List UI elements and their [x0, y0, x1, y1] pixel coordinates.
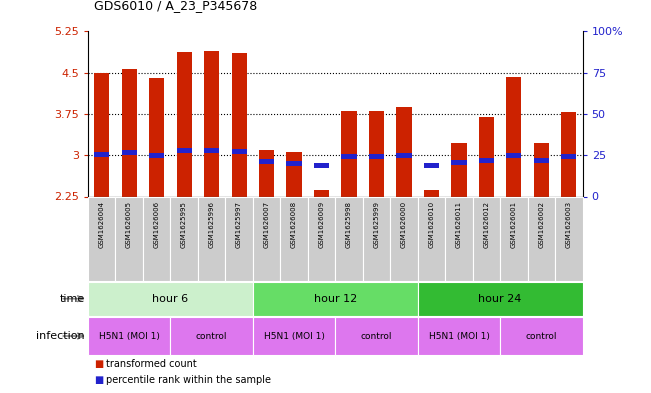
Bar: [94, 73, 109, 196]
Text: H5N1 (MOI 1): H5N1 (MOI 1): [264, 332, 324, 340]
Text: ■: ■: [94, 360, 104, 369]
FancyBboxPatch shape: [253, 196, 281, 281]
FancyBboxPatch shape: [555, 196, 583, 281]
Bar: [94, 152, 109, 156]
Text: GSM1626003: GSM1626003: [566, 201, 572, 248]
Text: GSM1626007: GSM1626007: [264, 201, 270, 248]
FancyBboxPatch shape: [143, 196, 171, 281]
Bar: [341, 154, 357, 159]
FancyBboxPatch shape: [253, 317, 335, 355]
Text: GSM1625997: GSM1625997: [236, 201, 242, 248]
FancyBboxPatch shape: [473, 196, 500, 281]
FancyBboxPatch shape: [418, 317, 500, 355]
FancyBboxPatch shape: [225, 196, 253, 281]
Text: GSM1626011: GSM1626011: [456, 201, 462, 248]
Text: control: control: [196, 332, 227, 340]
Text: GSM1626012: GSM1626012: [484, 201, 490, 248]
Text: GSM1625996: GSM1625996: [208, 201, 215, 248]
Text: percentile rank within the sample: percentile rank within the sample: [106, 375, 271, 385]
Bar: [451, 160, 467, 165]
Bar: [204, 51, 219, 196]
FancyBboxPatch shape: [171, 196, 198, 281]
FancyBboxPatch shape: [445, 196, 473, 281]
Bar: [314, 190, 329, 196]
FancyBboxPatch shape: [171, 317, 253, 355]
Bar: [396, 107, 411, 196]
FancyBboxPatch shape: [418, 196, 445, 281]
Bar: [561, 154, 577, 159]
Bar: [561, 112, 577, 196]
Text: H5N1 (MOI 1): H5N1 (MOI 1): [428, 332, 490, 340]
FancyBboxPatch shape: [528, 196, 555, 281]
Bar: [506, 153, 521, 158]
Text: control: control: [361, 332, 393, 340]
Text: GSM1625998: GSM1625998: [346, 201, 352, 248]
Text: GSM1626005: GSM1626005: [126, 201, 132, 248]
Text: GSM1626002: GSM1626002: [538, 201, 544, 248]
Text: GSM1626001: GSM1626001: [511, 201, 517, 248]
Text: GSM1626006: GSM1626006: [154, 201, 159, 248]
Bar: [424, 163, 439, 167]
FancyBboxPatch shape: [253, 282, 418, 316]
FancyBboxPatch shape: [198, 196, 225, 281]
Bar: [341, 111, 357, 196]
Bar: [369, 111, 384, 196]
FancyBboxPatch shape: [500, 196, 528, 281]
Bar: [286, 152, 301, 196]
Bar: [506, 77, 521, 196]
FancyBboxPatch shape: [308, 196, 335, 281]
Text: GSM1626008: GSM1626008: [291, 201, 297, 248]
Bar: [259, 150, 274, 196]
Text: GDS6010 / A_23_P345678: GDS6010 / A_23_P345678: [94, 0, 258, 12]
Text: GSM1626004: GSM1626004: [99, 201, 105, 248]
Bar: [122, 150, 137, 155]
Bar: [176, 148, 191, 153]
FancyBboxPatch shape: [390, 196, 418, 281]
Text: hour 24: hour 24: [478, 294, 522, 304]
Text: time: time: [59, 294, 85, 304]
Bar: [232, 53, 247, 196]
Text: GSM1625995: GSM1625995: [181, 201, 187, 248]
FancyBboxPatch shape: [335, 196, 363, 281]
FancyBboxPatch shape: [281, 196, 308, 281]
Text: GSM1626000: GSM1626000: [401, 201, 407, 248]
FancyBboxPatch shape: [500, 317, 583, 355]
FancyBboxPatch shape: [418, 282, 583, 316]
Text: GSM1626010: GSM1626010: [428, 201, 434, 248]
Bar: [479, 117, 494, 196]
Bar: [396, 153, 411, 158]
Bar: [534, 158, 549, 163]
Bar: [451, 143, 467, 196]
Text: GSM1626009: GSM1626009: [318, 201, 324, 248]
FancyBboxPatch shape: [363, 196, 390, 281]
Bar: [122, 70, 137, 196]
Text: ■: ■: [94, 375, 104, 385]
Bar: [286, 161, 301, 166]
Bar: [149, 78, 164, 196]
Bar: [314, 163, 329, 167]
Text: hour 6: hour 6: [152, 294, 188, 304]
FancyBboxPatch shape: [335, 317, 418, 355]
Bar: [204, 148, 219, 153]
FancyBboxPatch shape: [88, 282, 253, 316]
Bar: [534, 143, 549, 196]
Bar: [369, 154, 384, 159]
Text: infection: infection: [36, 331, 85, 341]
Text: hour 12: hour 12: [314, 294, 357, 304]
Text: control: control: [525, 332, 557, 340]
Text: transformed count: transformed count: [106, 360, 197, 369]
FancyBboxPatch shape: [88, 196, 115, 281]
Text: H5N1 (MOI 1): H5N1 (MOI 1): [99, 332, 159, 340]
FancyBboxPatch shape: [88, 317, 171, 355]
Bar: [149, 153, 164, 158]
FancyBboxPatch shape: [115, 196, 143, 281]
Bar: [424, 190, 439, 196]
Bar: [232, 149, 247, 154]
Bar: [259, 160, 274, 164]
Text: GSM1625999: GSM1625999: [374, 201, 380, 248]
Bar: [479, 158, 494, 163]
Bar: [176, 52, 191, 196]
